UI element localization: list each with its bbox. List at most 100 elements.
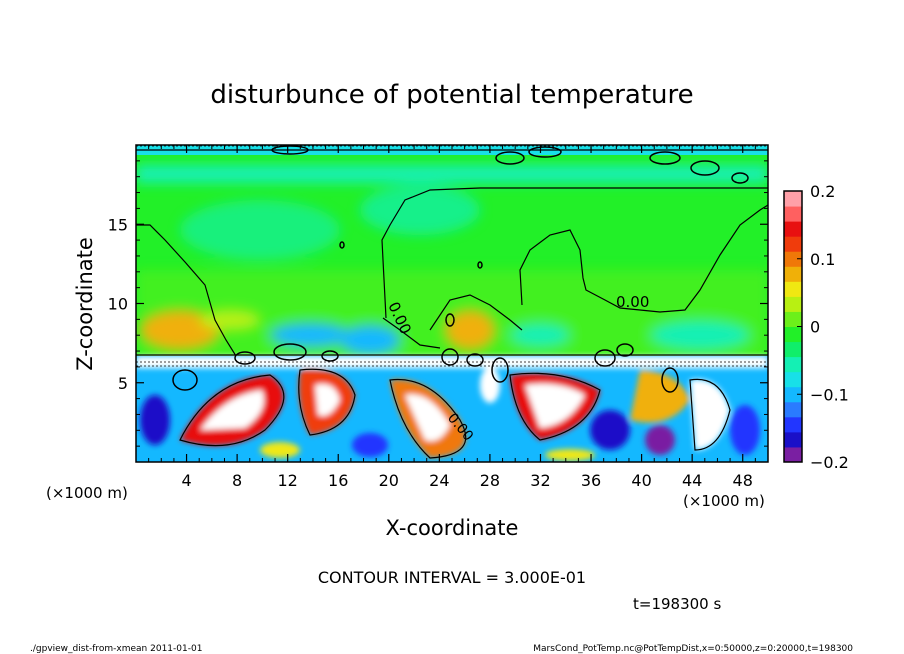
field-patch — [315, 384, 340, 416]
field-patch — [140, 395, 170, 445]
x-tick-label: 28 — [480, 471, 500, 490]
field-patch — [645, 425, 675, 455]
field-patch — [690, 379, 730, 450]
contour-line — [389, 378, 467, 459]
colorbar-swatch — [784, 401, 802, 418]
field-patch — [180, 200, 340, 260]
field-patch — [630, 370, 690, 423]
contour-blob — [661, 367, 679, 393]
field-patch — [200, 390, 264, 430]
contour-line — [519, 204, 768, 313]
contour-blob — [172, 369, 198, 391]
contour-blob — [528, 146, 562, 158]
contour-blob — [445, 313, 455, 327]
x-tick-label: 40 — [631, 471, 651, 490]
colorbar-tick-label: −0.1 — [810, 385, 849, 404]
contour-line — [136, 224, 237, 357]
colorbar-swatch — [784, 446, 802, 463]
field-patch — [260, 442, 300, 458]
colorbar-swatch — [784, 341, 802, 358]
x-tick-label: 44 — [682, 471, 702, 490]
time-label: t=198300 s — [633, 595, 721, 613]
field-patch — [340, 325, 400, 355]
field-patch — [445, 310, 495, 350]
colorbar-swatch — [784, 281, 802, 297]
x-tick-label: 12 — [278, 471, 298, 490]
colorbar-swatch — [784, 431, 802, 448]
footer-right: MarsCond_PotTemp.nc@PotTempDist,x=0:5000… — [533, 644, 853, 654]
field-patch — [136, 165, 768, 183]
colorbar-swatch — [784, 236, 802, 252]
contour-blob — [441, 348, 459, 366]
y-axis: 5 10 15 — [108, 160, 768, 447]
contour-line — [381, 187, 768, 319]
field-patch — [590, 410, 630, 450]
colorbar-swatch — [784, 311, 802, 327]
contour-blob — [466, 353, 484, 367]
contour-blob — [731, 172, 749, 184]
y-axis-title: Z-coordinate — [73, 237, 97, 371]
y-tick-label: 15 — [108, 215, 128, 234]
y-tick-label: 10 — [108, 295, 128, 314]
x-axis: 4 8 12 16 20 24 28 32 36 40 44 48 — [148, 145, 756, 490]
x-tick-label: 24 — [429, 471, 449, 490]
contour-blob — [321, 350, 339, 362]
colorbar: 0.2 0.1 0 −0.1 −0.2 — [783, 182, 849, 472]
x-tick-label: 32 — [530, 471, 550, 490]
field-patch — [510, 323, 570, 347]
colorbar-swatch — [784, 356, 802, 373]
colorbar-tick-label: 0 — [810, 318, 820, 337]
contour-blob — [234, 351, 256, 365]
contour-blob — [649, 151, 681, 165]
footer-left: ./gpview_dist-from-xmean 2011-01-01 — [30, 644, 202, 654]
contour-blob — [495, 151, 525, 165]
contour-blob — [273, 343, 307, 361]
colorbar-tick-label: 0.1 — [810, 250, 835, 269]
contour-line — [298, 368, 356, 436]
colorbar-swatch — [784, 416, 802, 433]
contour-interval-text: CONTOUR INTERVAL = 3.000E-01 — [318, 568, 586, 587]
chart-title: disturbunce of potential temperature — [210, 80, 693, 110]
contour-blob — [339, 241, 345, 249]
contour-line — [509, 372, 601, 441]
field-patch — [650, 320, 750, 350]
x-axis-title: X-coordinate — [386, 516, 519, 540]
x-tick-label: 36 — [581, 471, 601, 490]
contour-blob — [477, 261, 483, 269]
x-tick-label: 16 — [328, 471, 348, 490]
x-unit-label-right: (×1000 m) — [683, 492, 765, 510]
y-tick-label: 5 — [118, 374, 128, 393]
contour-line — [689, 378, 731, 451]
contour-line — [179, 374, 285, 447]
colorbar-swatch — [784, 206, 802, 222]
colorbar-swatch — [784, 221, 802, 237]
field-patch — [270, 323, 350, 347]
colorbar-swatch — [784, 266, 802, 282]
colorbar-swatch — [784, 386, 802, 403]
contour-line — [429, 294, 523, 331]
contour-label: 0.00 — [616, 293, 649, 311]
field-patch — [352, 433, 388, 457]
x-tick-label: 4 — [181, 471, 191, 490]
field-patch — [480, 367, 500, 403]
field-patch — [200, 310, 260, 330]
field-patch — [730, 405, 760, 455]
field-patch — [545, 449, 595, 461]
x-unit-label-left: (×1000 m) — [46, 484, 128, 502]
field-patch — [525, 383, 585, 428]
contour-blob — [616, 343, 634, 357]
contour-blob — [491, 357, 509, 383]
plot-area — [136, 145, 768, 462]
colorbar-tick-label: 0.2 — [810, 182, 835, 201]
colorbar-swatch — [784, 296, 802, 312]
contour-line — [382, 317, 441, 349]
colorbar-swatch — [784, 251, 802, 267]
colorbar-swatch — [784, 371, 802, 388]
field-patch — [360, 185, 480, 235]
contour-blob — [690, 160, 720, 176]
colorbar-swatch — [784, 326, 802, 343]
x-tick-label: 8 — [232, 471, 242, 490]
colorbar-tick-label: −0.2 — [810, 453, 849, 472]
x-tick-label: 20 — [379, 471, 399, 490]
